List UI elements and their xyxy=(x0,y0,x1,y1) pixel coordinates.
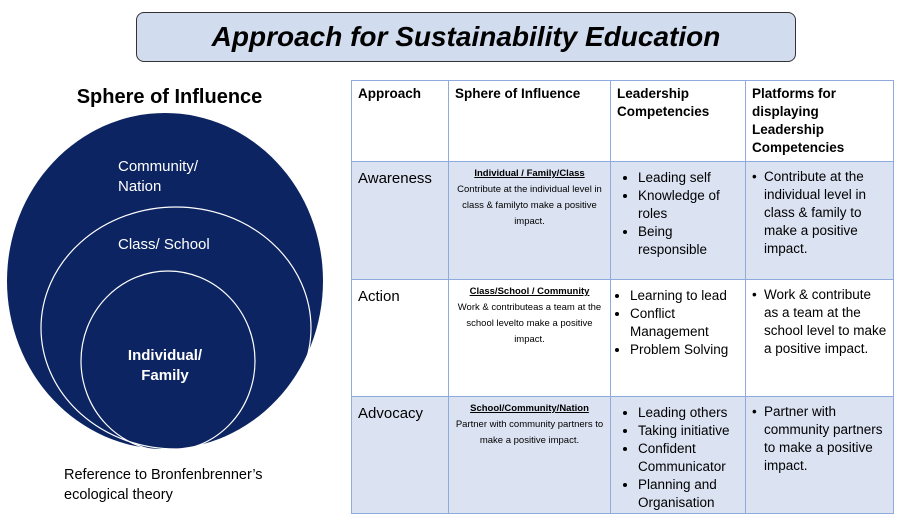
table-row: Awareness Individual / Family/Class Cont… xyxy=(351,161,894,280)
sphere-cell-heading: School/Community/Nation xyxy=(470,403,589,414)
sphere-cell: Individual / Family/Class Contribute at … xyxy=(448,161,611,280)
bullet-icon: • xyxy=(752,287,757,302)
platform-text: Partner with community partners to make … xyxy=(764,404,883,473)
sphere-cell-heading: Individual / Family/Class xyxy=(474,168,585,179)
competency-item: Conflict Management xyxy=(630,305,740,341)
inner-sphere-label: Individual/ Family xyxy=(127,347,203,384)
bullet-icon: • xyxy=(752,404,757,419)
approach-cell: Advocacy xyxy=(351,396,449,514)
competency-item: Taking initiative xyxy=(638,422,740,440)
page-title: Approach for Sustainability Education xyxy=(211,21,721,52)
sphere-cell-text: Partner with community partners to make … xyxy=(455,419,604,446)
competencies-cell: Learning to lead Conflict Management Pro… xyxy=(610,279,746,397)
header-competencies: Leadership Competencies xyxy=(610,80,746,162)
header-platforms: Platforms for displaying Leadership Comp… xyxy=(745,80,894,162)
competency-item: Confident Communicator xyxy=(638,440,740,476)
outer-sphere-label: Community/ Nation xyxy=(118,158,199,195)
platform-cell: • Work & contribute as a team at the scho… xyxy=(745,279,894,397)
middle-sphere-label: Class/ School xyxy=(118,236,210,253)
header-sphere: Sphere of Influence xyxy=(448,80,611,162)
competency-item: Leading others xyxy=(638,404,740,422)
competency-item: Problem Solving xyxy=(630,341,740,359)
platform-cell: • Contribute at the individual level in c… xyxy=(745,161,894,280)
platform-text: Contribute at the individual level in cl… xyxy=(764,169,867,256)
sphere-diagram xyxy=(7,113,323,452)
sphere-cell-heading: Class/School / Community xyxy=(469,286,590,297)
platform-cell: • Partner with community partners to make… xyxy=(745,396,894,514)
competencies-cell: Leading self Knowledge of roles Being re… xyxy=(610,161,746,280)
sphere-heading: Sphere of Influence xyxy=(76,86,263,108)
outer-sphere xyxy=(7,113,323,449)
competency-item: Being responsible xyxy=(638,223,740,259)
sphere-cell: School/Community/Nation Partner with com… xyxy=(448,396,611,514)
platform-text: Work & contribute as a team at the schoo… xyxy=(764,287,887,356)
sphere-cell: Class/School / Community Work & contribu… xyxy=(448,279,611,397)
reference-note: Reference to Bronfenbrenner’s ecological… xyxy=(64,467,263,503)
table-header-row: Approach Sphere of Influence Leadership … xyxy=(351,80,894,162)
competency-item: Leading self xyxy=(638,169,740,187)
table-row: Advocacy School/Community/Nation Partner… xyxy=(351,396,894,514)
inner-sphere xyxy=(80,270,256,452)
competencies-cell: Leading others Taking initiative Confide… xyxy=(610,396,746,514)
approach-cell: Action xyxy=(351,279,449,397)
title-banner: Approach for Sustainability Education xyxy=(136,12,796,62)
sphere-cell-text: Contribute at the individual level in cl… xyxy=(457,184,602,227)
table-row: Action Class/School / Community Work & c… xyxy=(351,279,894,397)
competency-item: Knowledge of roles xyxy=(638,187,740,223)
bullet-icon: • xyxy=(752,169,757,184)
approach-table: Approach Sphere of Influence Leadership … xyxy=(351,80,894,514)
competency-item: Planning and Organisation xyxy=(638,476,740,512)
header-approach: Approach xyxy=(351,80,449,162)
competency-item: Learning to lead xyxy=(630,287,740,305)
approach-cell: Awareness xyxy=(351,161,449,280)
sphere-cell-text: Work & contributeas a team at the school… xyxy=(457,302,602,345)
middle-sphere xyxy=(40,206,312,450)
